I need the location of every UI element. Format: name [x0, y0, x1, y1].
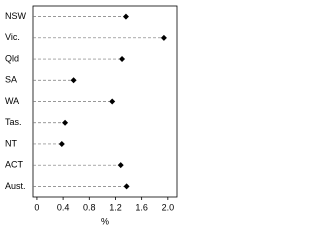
x-tick-label: 1.6	[135, 202, 148, 212]
chart: % 0 0.4 0.8 1.2 1.6 2.0 NSW Vic. Qld SA WA Tas. NT AC…	[5, 5, 178, 226]
dot	[119, 56, 126, 63]
dot	[62, 119, 69, 126]
dot	[109, 98, 116, 105]
y-tick-label: Aust.	[5, 181, 26, 191]
x-axis-label: %	[101, 216, 109, 226]
x-tick-label: 0	[34, 202, 39, 212]
y-tick-label: NSW	[5, 11, 27, 21]
dot	[122, 13, 129, 20]
y-tick-label: Qld	[5, 53, 19, 63]
x-tick-label: 0.4	[57, 202, 70, 212]
y-tick-label: NT	[5, 138, 17, 148]
dot	[58, 140, 65, 147]
x-tick-label: 1.2	[109, 202, 122, 212]
dot	[123, 183, 130, 190]
y-tick-label: SA	[5, 75, 17, 85]
dot	[70, 77, 77, 84]
dot	[117, 162, 124, 169]
y-tick-label: WA	[5, 96, 19, 106]
y-tick-label: Vic.	[5, 32, 20, 42]
y-tick-label: Tas.	[5, 117, 22, 127]
dot	[160, 34, 167, 41]
x-tick-label: 2.0	[162, 202, 175, 212]
x-tick-label: 0.8	[83, 202, 96, 212]
y-tick-label: ACT	[5, 160, 24, 170]
